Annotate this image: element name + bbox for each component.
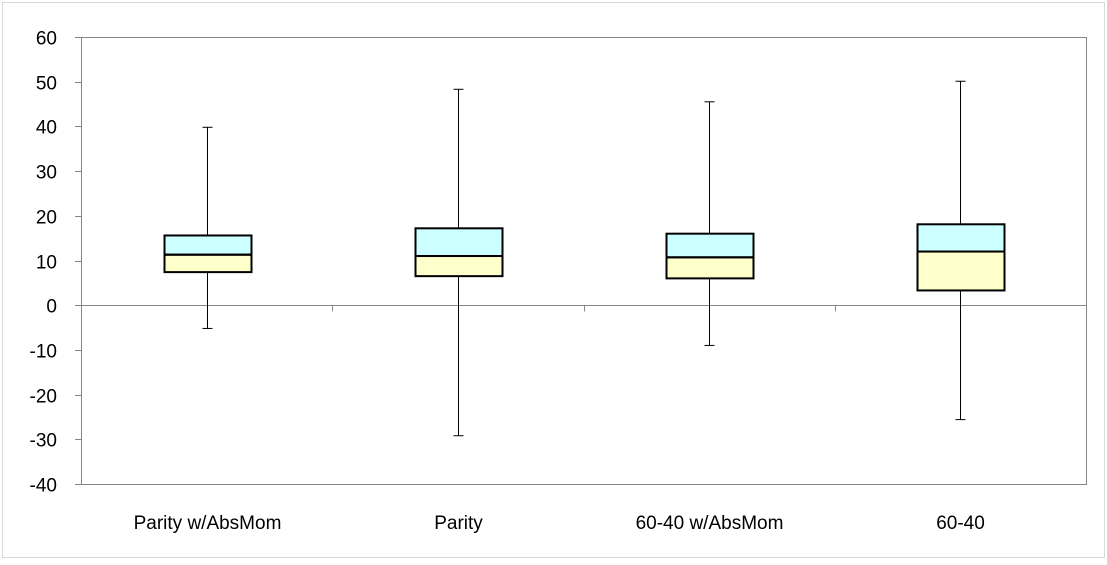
y-tick-label: 50 — [36, 74, 57, 95]
y-tick-label: 60 — [36, 29, 57, 50]
box-lower-quartile — [163, 253, 253, 274]
x-category-label: Parity — [434, 513, 483, 534]
box-lower-quartile — [665, 256, 755, 280]
box-upper-quartile — [665, 232, 755, 259]
y-tick-label: 30 — [36, 163, 57, 184]
plot-area-border — [81, 37, 1087, 485]
plot-area: 60 50 40 30 20 10 0 -10 -20 -30 -40 Parity w/AbsMom… — [30, 29, 1087, 534]
box-upper-quartile — [916, 223, 1006, 253]
box-upper-quartile — [163, 234, 253, 256]
x-category-label: 60-40 — [936, 513, 985, 534]
box-upper-quartile — [414, 227, 504, 258]
x-category-label: 60-40 w/AbsMom — [636, 513, 784, 534]
y-tick-label: -40 — [30, 476, 57, 497]
y-tick-label: -10 — [30, 342, 57, 363]
box-lower-quartile — [414, 255, 504, 278]
y-tick-label: 40 — [36, 118, 57, 139]
y-tick-label: 20 — [36, 208, 57, 229]
y-tick-label: 10 — [36, 253, 57, 274]
box-lower-quartile — [916, 250, 1006, 292]
x-category-label: Parity w/AbsMom — [134, 513, 282, 534]
y-tick-label: 0 — [46, 297, 57, 318]
y-tick-label: -30 — [30, 431, 57, 452]
y-tick-label: -20 — [30, 387, 57, 408]
